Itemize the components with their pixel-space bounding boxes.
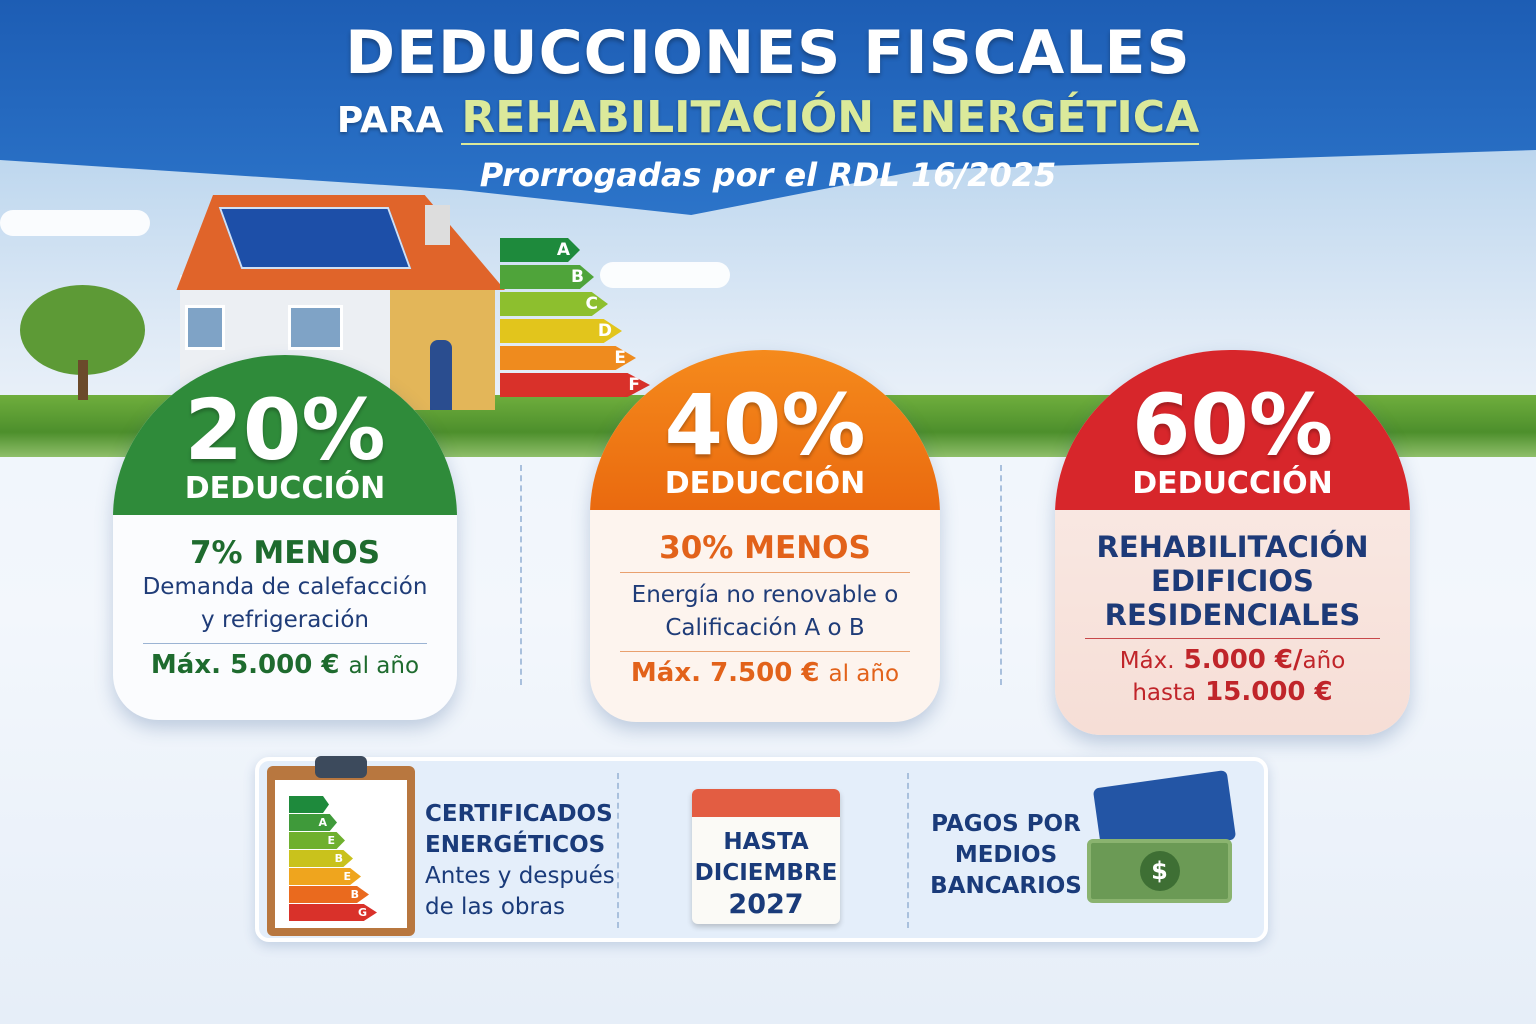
banknote-icon: $ [1087, 839, 1232, 903]
cloud [600, 262, 730, 288]
max-prefix: Máx. [150, 650, 221, 680]
certificates-title: CERTIFICADOS [425, 801, 613, 827]
subtitle: Prorrogadas por el RDL 16/2025 [479, 156, 1057, 194]
divider [620, 651, 910, 652]
certificate-class-bar [289, 796, 329, 813]
deduction-card-20: 20% DEDUCCIÓN 7% MENOS Demanda de calefa… [113, 355, 457, 720]
payments-text: BANCARIOS [930, 873, 1082, 899]
limit-amount: 15.000 € [1205, 677, 1333, 707]
card-max-amount: Máx. 5.000 € al año [113, 650, 457, 680]
card-headline: RESIDENCIALES [1104, 598, 1361, 632]
energy-class-c: C [500, 292, 608, 316]
certificates-text: Antes y después [425, 863, 615, 889]
certificate-class-bar: E [289, 868, 361, 885]
card-description: Energía no renovable o [631, 582, 899, 608]
deadline-text: HASTA [723, 829, 809, 855]
max-suffix: al año [828, 661, 900, 687]
certificates-block: CERTIFICADOS ENERGÉTICOS Antes y después… [425, 799, 615, 923]
deduction-label: DEDUCCIÓN [664, 466, 866, 501]
solar-panel-icon [218, 207, 412, 269]
divider [620, 572, 910, 573]
page-title: DEDUCCIONES FISCALES [345, 18, 1191, 88]
deduction-card-60: 60% DEDUCCIÓN REHABILITACIÓN EDIFICIOS R… [1055, 350, 1410, 735]
payments-text: PAGOS POR [931, 811, 1081, 837]
house-illustration [140, 195, 505, 410]
certificate-class-bar: G [289, 904, 377, 921]
card-headline: EDIFICIOS [1151, 564, 1314, 598]
divider [617, 773, 619, 928]
card-description: Demanda de calefacción [142, 574, 428, 600]
divider [143, 643, 427, 644]
max-amount: 5.000 €/ [1183, 645, 1303, 675]
energy-class-a: A [500, 238, 580, 262]
energy-class-e: E [500, 346, 636, 370]
payments-block: PAGOS POR MEDIOS BANCARIOS [927, 809, 1085, 902]
dollar-icon: $ [1139, 851, 1180, 891]
certificates-title: ENERGÉTICOS [425, 832, 606, 858]
deduction-percent: 20% [184, 381, 386, 479]
max-suffix: año [1302, 648, 1346, 674]
certificate-class-bar: E [289, 832, 345, 849]
card-max-amount: Máx. 7.500 € al año [590, 658, 940, 688]
cloud [0, 210, 150, 236]
certificates-text: de las obras [425, 894, 566, 920]
max-amount: 7.500 € [710, 658, 820, 688]
card-headline: 30% MENOS [659, 530, 871, 566]
card-headline: 7% MENOS [189, 535, 381, 571]
divider [1085, 638, 1380, 639]
deadline-year: 2027 [728, 889, 804, 920]
limit-prefix: hasta [1132, 680, 1197, 706]
deduction-percent: 40% [664, 376, 866, 474]
energy-class-b: B [500, 265, 594, 289]
payments-text: MEDIOS [954, 842, 1058, 868]
energy-class-d: D [500, 319, 622, 343]
title-highlight: REHABILITACIÓN ENERGÉTICA [461, 92, 1200, 145]
max-suffix: al año [348, 653, 420, 679]
deadline-text: DICIEMBRE [694, 860, 838, 886]
card-description: y refrigeración [201, 607, 369, 633]
divider [907, 773, 909, 928]
card-max-amount: Máx. 5.000 €/año [1055, 645, 1410, 675]
max-prefix: Máx. [630, 658, 701, 688]
card-description: Calificación A o B [665, 615, 865, 641]
certificate-class-bar: B [289, 850, 353, 867]
certificate-class-bar: A [289, 814, 337, 831]
card-limit: hasta 15.000 € [1055, 677, 1410, 707]
calendar-icon: HASTA DICIEMBRE 2027 [692, 789, 840, 924]
energy-class-f: F [500, 373, 650, 397]
max-prefix: Máx. [1119, 648, 1175, 674]
worker-figure [430, 340, 452, 410]
divider [520, 465, 522, 685]
tree-trunk [78, 360, 88, 400]
deduction-label: DEDUCCIÓN [184, 471, 386, 506]
divider [1000, 465, 1002, 685]
max-amount: 5.000 € [230, 650, 340, 680]
certificate-class-bar: B [289, 886, 369, 903]
deduction-label: DEDUCCIÓN [1132, 466, 1333, 501]
card-headline: REHABILITACIÓN [1096, 530, 1369, 564]
deduction-percent: 60% [1131, 376, 1334, 474]
page-subtitle-line: PARA REHABILITACIÓN ENERGÉTICA [0, 92, 1536, 145]
title-prefix: PARA [336, 100, 444, 141]
deduction-card-40: 40% DEDUCCIÓN 30% MENOS Energía no renov… [590, 350, 940, 722]
